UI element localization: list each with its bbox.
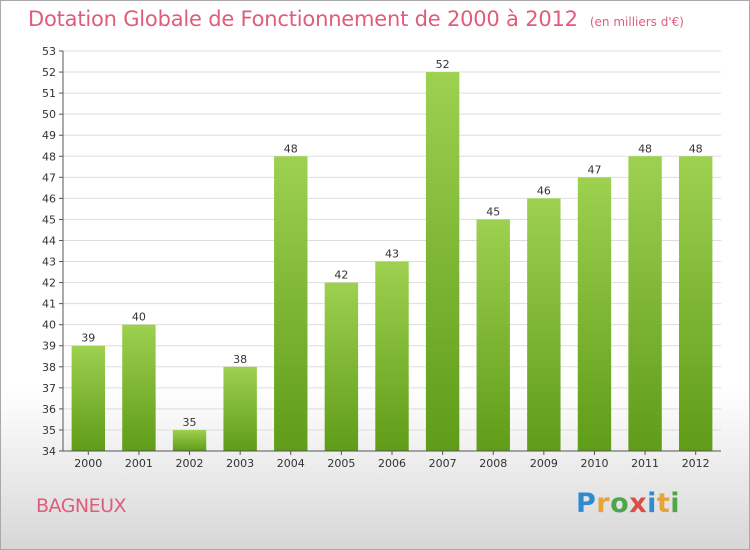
bar-value-label: 35 (183, 416, 197, 429)
y-tick-label: 45 (42, 213, 56, 226)
logo-letter: t (656, 488, 671, 519)
y-tick-label: 52 (42, 66, 56, 79)
logo-letter: P (576, 488, 597, 519)
bar-2005 (324, 282, 359, 451)
logo-letter: i (647, 488, 657, 519)
x-tick-label: 2011 (631, 457, 659, 470)
bar-value-label: 45 (486, 205, 500, 218)
x-tick-label: 2002 (176, 457, 204, 470)
x-tick-label: 2006 (378, 457, 406, 470)
x-tick-label: 2012 (682, 457, 710, 470)
bar-2003 (223, 366, 257, 451)
logo-letter: i (670, 488, 681, 519)
bar-2011 (628, 156, 662, 451)
bar-chart: 39 40 35 38 48 42 43 52 45 46 47 48 48 34 35 36 37 38 39 4… (42, 45, 721, 470)
city-name: BAGNEUX (36, 495, 127, 517)
x-tick-label: 2005 (327, 457, 355, 470)
y-tick-label: 51 (42, 87, 56, 100)
y-tick-label: 42 (42, 277, 56, 290)
y-tick-label: 47 (42, 171, 56, 184)
bar-value-label: 48 (284, 142, 298, 155)
bar-value-label: 39 (81, 332, 95, 345)
bar-value-label: 38 (233, 353, 247, 366)
bar-value-label: 43 (385, 248, 399, 261)
bar-2012 (678, 156, 713, 451)
y-tick-label: 35 (42, 424, 56, 437)
x-tick-label: 2004 (277, 457, 305, 470)
x-tick-label: 2008 (479, 457, 507, 470)
y-tick-label: 53 (42, 45, 56, 58)
logo-letter: x (629, 488, 648, 519)
chart-subtitle: (en milliers d'€) (589, 15, 684, 29)
chart-title: Dotation Globale de Fonctionnement de 20… (28, 7, 684, 31)
bar-2008 (476, 219, 510, 451)
bar-2009 (527, 198, 561, 451)
x-tick-label: 2003 (226, 457, 254, 470)
bar-2004 (274, 156, 308, 451)
y-tick-label: 36 (42, 403, 56, 416)
bar-value-label: 52 (436, 58, 450, 71)
y-tick-label: 39 (42, 340, 56, 353)
chart-title-text: Dotation Globale de Fonctionnement de 20… (28, 7, 578, 31)
bar-2002 (172, 429, 207, 451)
bar-value-label: 46 (537, 184, 551, 197)
bar-2000 (71, 345, 106, 451)
y-tick-label: 37 (42, 382, 56, 395)
y-tick-label: 34 (42, 445, 56, 458)
y-tick-label: 50 (42, 108, 56, 121)
y-tick-label: 49 (42, 129, 56, 142)
bar-value-label: 48 (689, 142, 703, 155)
bar-value-label: 48 (638, 142, 652, 155)
axes: 34 35 36 37 38 39 40 41 42 43 44 45 46 47 48 49 50 51 52 53… (42, 45, 721, 470)
y-tick-label: 46 (42, 192, 56, 205)
bar-2001 (122, 324, 156, 451)
x-tick-label: 2010 (580, 457, 608, 470)
proxiti-logo[interactable]: Proxiti (576, 488, 680, 519)
bar-2006 (375, 261, 409, 451)
bars: 39 40 35 38 48 42 43 52 45 46 47 48 48 (71, 58, 713, 451)
bar-value-label: 47 (587, 163, 601, 176)
y-tick-label: 43 (42, 256, 56, 269)
x-tick-label: 2000 (74, 457, 102, 470)
y-tick-label: 41 (42, 298, 56, 311)
bar-value-label: 40 (132, 311, 146, 324)
logo-letter: o (610, 488, 630, 519)
y-tick-label: 48 (42, 150, 56, 163)
logo-letter: r (596, 488, 611, 519)
bar-value-label: 42 (334, 269, 348, 282)
y-tick-label: 38 (42, 361, 56, 374)
y-tick-label: 44 (42, 234, 56, 247)
bar-2010 (577, 177, 612, 451)
bar-2007 (425, 72, 460, 451)
x-tick-label: 2009 (530, 457, 558, 470)
y-tick-label: 40 (42, 319, 56, 332)
x-tick-label: 2007 (429, 457, 457, 470)
x-tick-label: 2001 (125, 457, 153, 470)
